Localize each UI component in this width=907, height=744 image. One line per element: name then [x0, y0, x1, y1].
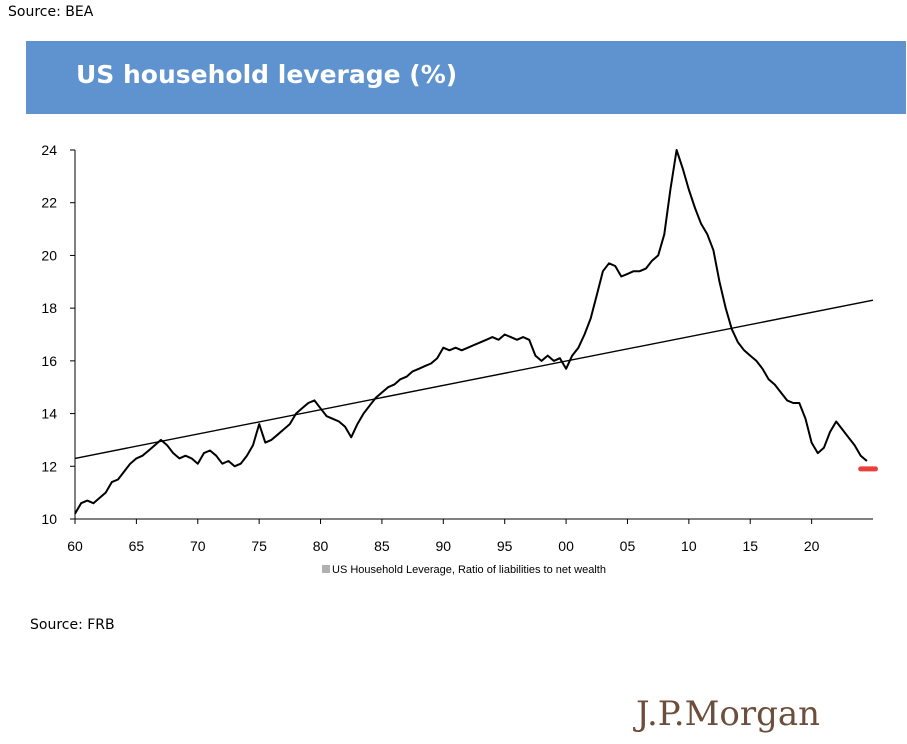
x-tick-label: 75	[251, 538, 267, 554]
legend-label: US Household Leverage, Ratio of liabilit…	[332, 564, 606, 576]
y-tick-label: 16	[41, 353, 57, 369]
source-note-top: Source: BEA	[8, 4, 94, 20]
x-tick-label: 70	[190, 538, 206, 554]
chart-title: US household leverage (%)	[76, 60, 458, 89]
x-tick-label: 00	[558, 538, 574, 554]
y-tick-label: 18	[41, 300, 57, 316]
chart-ticks: 10 12 14 16 18 20 22 24 60 65 70 75 80 85 90 95 00 05 10 15…	[41, 142, 819, 554]
y-tick-label: 22	[41, 195, 57, 211]
legend-swatch	[322, 565, 330, 573]
chart-legend: US Household Leverage, Ratio of liabilit…	[322, 564, 606, 576]
title-banner: US household leverage (%)	[26, 41, 906, 114]
leverage-chart: 10 12 14 16 18 20 22 24 60 65 70 75 80 85 90 95 00 05 10 15…	[41, 142, 878, 576]
trend-line	[74, 299, 874, 460]
x-tick-label: 95	[497, 538, 513, 554]
chart-lines	[74, 149, 878, 515]
x-tick-label: 80	[313, 538, 329, 554]
y-tick-label: 12	[41, 458, 57, 474]
chart-axes	[74, 150, 873, 520]
series-line-leverage	[74, 149, 868, 515]
x-tick-label: 10	[681, 538, 697, 554]
y-tick-label: 14	[41, 406, 57, 422]
x-tick-label: 60	[67, 538, 83, 554]
y-tick-label: 24	[41, 142, 57, 158]
x-tick-label: 20	[804, 538, 820, 554]
y-tick-label: 20	[41, 247, 57, 263]
source-note-bottom: Source: FRB	[30, 617, 115, 633]
jpmorgan-logo: J.P.Morgan	[636, 694, 821, 734]
x-tick-label: 15	[742, 538, 758, 554]
x-tick-label: 05	[620, 538, 636, 554]
y-tick-label: 10	[41, 511, 57, 527]
x-tick-label: 90	[436, 538, 452, 554]
x-tick-label: 85	[374, 538, 390, 554]
x-tick-label: 65	[129, 538, 145, 554]
